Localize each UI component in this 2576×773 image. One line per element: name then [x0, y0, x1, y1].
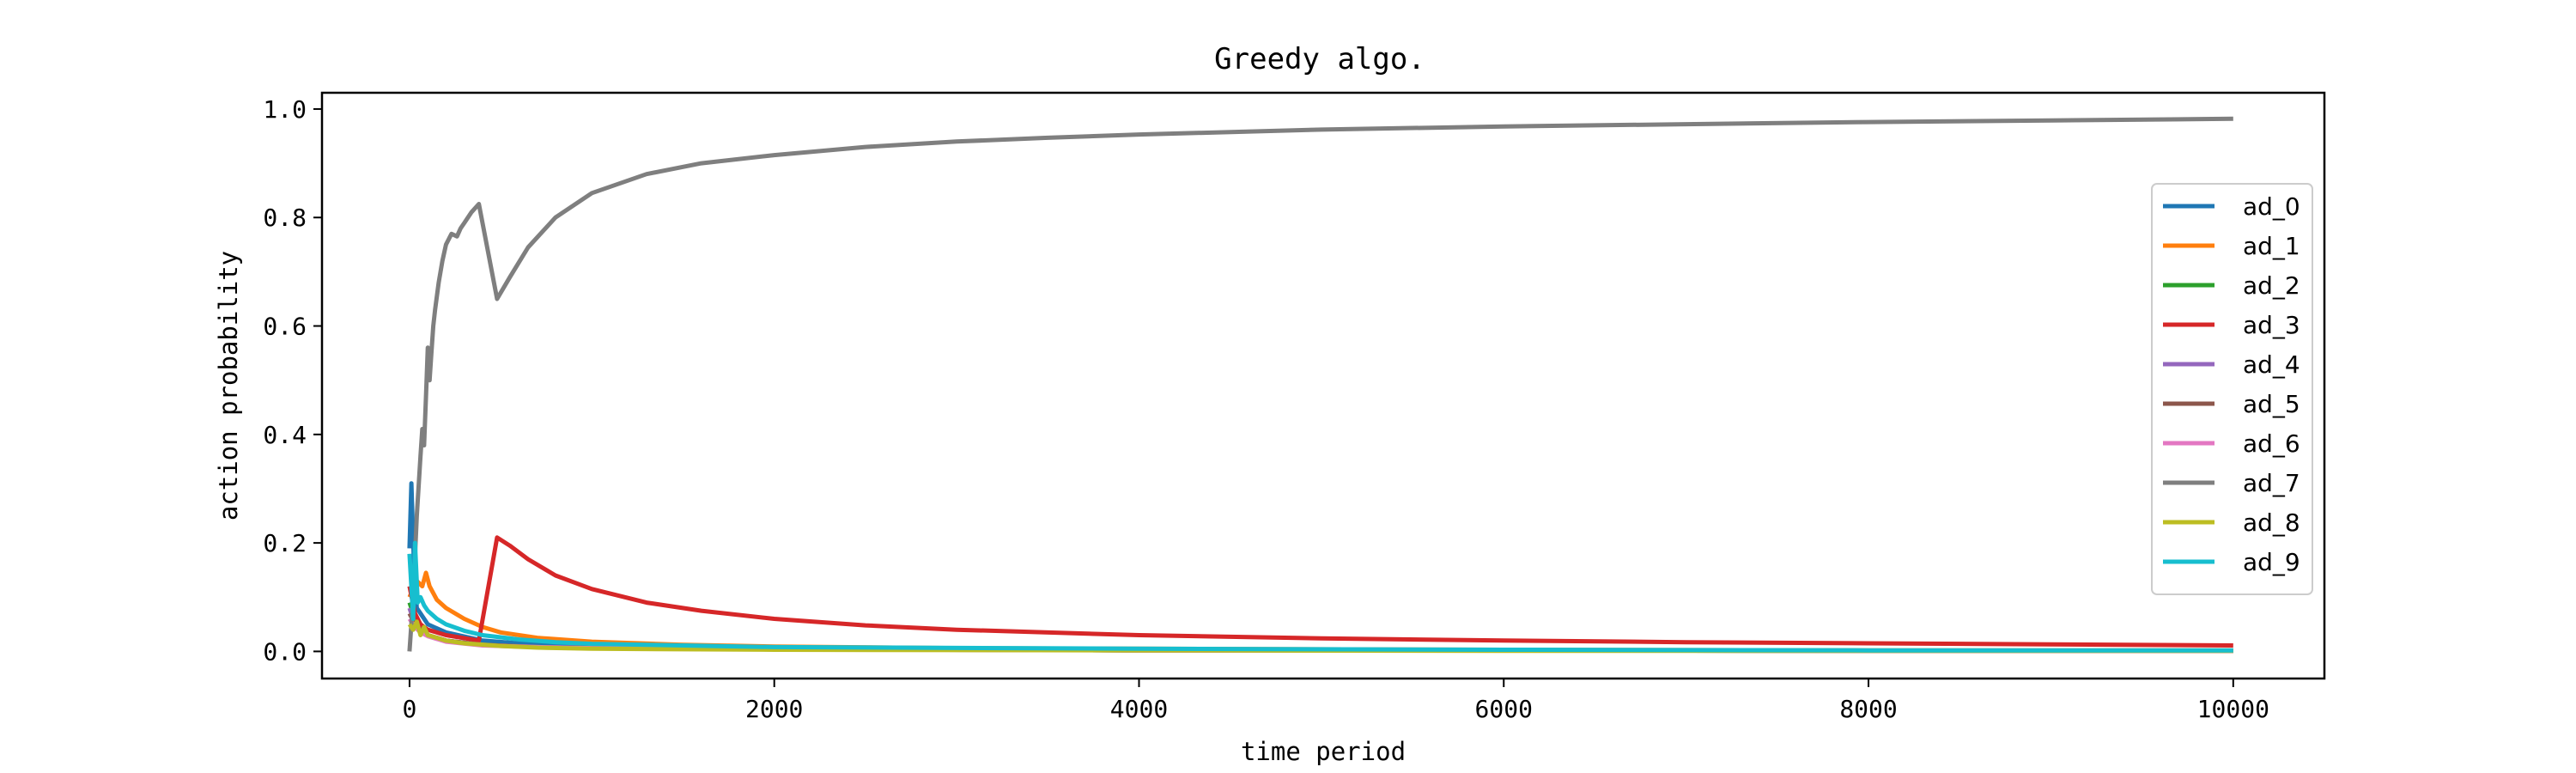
legend-label: ad_0 [2243, 192, 2300, 221]
x-tick-label: 8000 [1839, 695, 1897, 723]
series-line-ad_7 [407, 116, 2233, 652]
legend-label: ad_2 [2243, 271, 2300, 300]
x-tick-label: 2000 [745, 695, 803, 723]
legend-label: ad_3 [2243, 311, 2300, 339]
axes-frame [320, 91, 2326, 680]
legend-label: ad_8 [2243, 508, 2300, 537]
y-tick-label: 0.8 [263, 204, 307, 232]
y-tick-label: 0.2 [263, 529, 307, 557]
x-axis: 0 2000 4000 6000 8000 10000 [403, 679, 2269, 723]
x-tick-label: 10000 [2197, 695, 2269, 723]
legend-label: ad_1 [2243, 232, 2300, 260]
y-tick-label: 0.0 [263, 637, 307, 666]
series-line-ad_3 [407, 535, 2233, 648]
plot-area [407, 116, 2233, 654]
legend: ad_0 ad_1 ad_2 ad_3 ad_4 ad_5 ad_6 ad_7 ad_8 ad_9 [2151, 183, 2313, 595]
y-tick-label: 0.4 [263, 421, 307, 449]
legend-label: ad_7 [2243, 469, 2300, 497]
series-line-ad_9 [407, 540, 2233, 653]
legend-label: ad_4 [2243, 350, 2300, 379]
legend-label: ad_6 [2243, 429, 2300, 458]
x-tick-label: 6000 [1475, 695, 1533, 723]
y-axis-label: action probability [214, 251, 243, 520]
legend-label: ad_9 [2243, 548, 2300, 576]
y-tick-label: 0.6 [263, 313, 307, 341]
y-tick-label: 1.0 [263, 95, 307, 124]
x-tick-label: 4000 [1110, 695, 1168, 723]
series-line-ad_0 [407, 481, 2233, 654]
chart-title: Greedy algo. [1214, 42, 1425, 76]
x-axis-label: time period [1241, 737, 1406, 766]
legend-label: ad_5 [2243, 390, 2300, 418]
x-tick-label: 0 [403, 695, 417, 723]
y-axis: 0.0 0.2 0.4 0.6 0.8 1.0 [263, 95, 322, 666]
